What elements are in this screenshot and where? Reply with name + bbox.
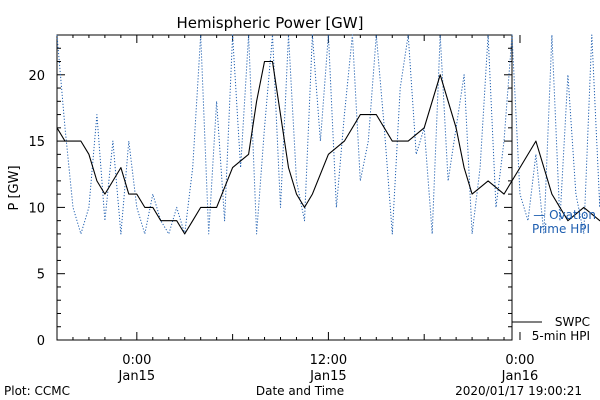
footer-timestamp: 2020/01/17 19:00:21 [455, 384, 582, 398]
plot-frame [56, 34, 513, 341]
series-line [56, 34, 600, 235]
footer-plot-source: Plot: CCMC [4, 384, 70, 398]
y-tick-label: 10 [28, 201, 45, 216]
legend-swpc: SWPC 5-min HPI [512, 315, 590, 343]
plot-axes [56, 34, 513, 341]
legend-ovation-line2: Prime HPI [532, 222, 590, 236]
x-axis-label: Date and Time [256, 384, 344, 398]
x-tick-date-label: Jan16 [501, 369, 539, 384]
y-tick-label: 0 [37, 334, 45, 349]
y-axis-label: P [GW] [7, 165, 22, 210]
x-tick-time-label: 0:00 [505, 353, 534, 368]
y-tick-label: 5 [37, 268, 45, 283]
y-tick-label: 20 [28, 69, 45, 84]
x-tick-time-label: 12:00 [310, 353, 347, 368]
legend-ovation-line1: — Ovation [533, 208, 596, 222]
series-line [56, 60, 600, 235]
legend-swpc-line2: 5-min HPI [532, 329, 590, 343]
series-ovation-prime-hpi [56, 34, 600, 235]
y-axis-label-group: P [GW] [7, 165, 22, 210]
legend-swpc-line1: SWPC [555, 315, 590, 329]
y-tick-label: 15 [28, 135, 45, 150]
x-tick-date-label: Jan15 [309, 369, 347, 384]
chart-title: Hemispheric Power [GW] [177, 14, 364, 32]
y-axis-ticks: 0 5 10 15 20 [28, 34, 512, 349]
x-tick-time-label: 0:00 [122, 353, 151, 368]
x-tick-date-label: Jan15 [118, 369, 156, 384]
series-swpc-5min-hpi [56, 60, 600, 235]
legend-ovation: — Ovation Prime HPI [532, 208, 596, 236]
x-axis-ticks: 0:00Jan1512:00Jan150:00Jan1612:00Jan160:… [56, 35, 539, 384]
